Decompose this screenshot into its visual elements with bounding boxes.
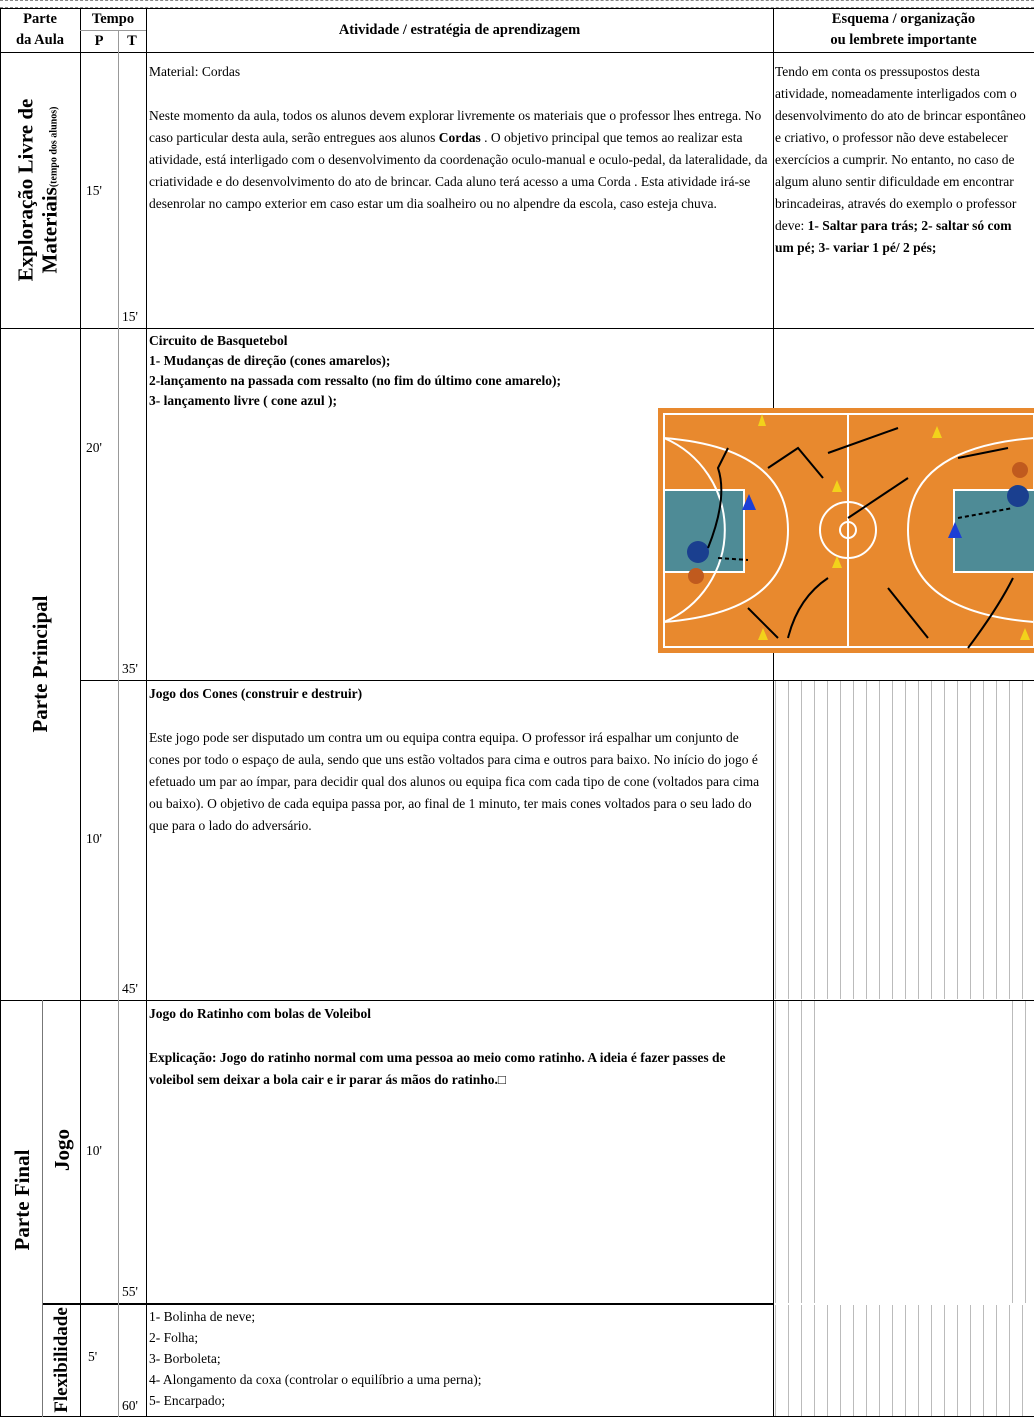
text: Esquema / organização [831, 11, 976, 27]
time-t: 45' [122, 981, 138, 996]
time-p: 10' [86, 831, 102, 846]
activity: Jogo do Ratinho com bolas de Voleibol Exp… [149, 1003, 759, 1091]
text: 1- Mudanças de direção (cones amarelos); [149, 353, 391, 368]
grid [775, 1305, 1034, 1416]
time-p: 20' [86, 440, 102, 455]
text: Explicação: Jogo do ratinho normal com u… [149, 1050, 726, 1087]
text: Este jogo pode ser disputado um contra u… [149, 730, 760, 833]
part-label: Parte Final [10, 1149, 34, 1251]
text: Material: Cordas [149, 64, 241, 79]
time-t: 15' [122, 309, 138, 324]
header-t: T [127, 33, 137, 49]
text: 5- Encarpado; [149, 1393, 226, 1408]
text: Tendo em conta os pressupostos desta ati… [775, 64, 1026, 233]
activity: Circuito de Basquetebol 1- Mudanças de di… [149, 331, 769, 411]
grid [775, 681, 1034, 999]
text: 1- Saltar para trás; 2- saltar só com um… [775, 218, 1012, 255]
text: 3- lançamento livre ( cone azul ); [149, 393, 337, 408]
header-p: P [94, 33, 104, 49]
time-p: 15' [86, 183, 102, 198]
top-strip [0, 0, 1034, 8]
text: Neste momento da aula, todos os alunos d… [149, 108, 762, 145]
text: Materiais [37, 187, 62, 274]
text: 3- Borboleta; [149, 1351, 221, 1366]
part-label: Exploração Livre de Materiais(tempo dos a… [14, 99, 67, 282]
text: Jogo do Ratinho com bolas de Voleibol [149, 1006, 372, 1021]
text: Exploração Livre de [13, 98, 38, 282]
time-t: 60' [122, 1398, 138, 1413]
text: 4- Alongamento da coxa (controlar o equi… [149, 1372, 482, 1387]
sub-label: Jogo [50, 1129, 74, 1171]
text: Jogo dos Cones (construir e destruir) [149, 686, 363, 701]
text: 1- Bolinha de neve; [149, 1309, 256, 1324]
sub-label: Flexibilidade [51, 1307, 72, 1413]
header-atividade: Atividade / estratégia de aprendizagem [338, 22, 581, 38]
court-diagram [658, 408, 1034, 653]
text: 2-lançamento na passada com ressalto (no… [149, 373, 561, 388]
header-tempo: Tempo [91, 11, 135, 27]
activity: 1- Bolinha de neve; 2- Folha; 3- Borboleta… [149, 1306, 769, 1411]
time-p: 5' [88, 1349, 98, 1364]
activity: Material: Cordas Neste momento da aula, … [149, 61, 769, 215]
text: Cordas [438, 130, 481, 145]
header-esquema: Esquema / organização ou lembrete importa… [773, 9, 1034, 51]
text: Parte [23, 11, 57, 27]
grid [775, 1001, 815, 1303]
text: . O objetivo principal que temos ao real… [149, 130, 768, 211]
note: Tendo em conta os pressupostos desta ati… [775, 61, 1033, 259]
activity: Jogo dos Cones (construir e destruir) Est… [149, 683, 769, 837]
text: da Aula [16, 32, 64, 48]
time-p: 10' [86, 1143, 102, 1158]
text: (tempo dos alunos) [48, 106, 60, 188]
grid [1012, 1001, 1034, 1303]
time-t: 35' [122, 661, 138, 676]
time-t: 55' [122, 1284, 138, 1299]
header-parte: Parte da Aula [0, 9, 80, 51]
part-label: Parte Principal [28, 595, 52, 733]
text: 2- Folha; [149, 1330, 199, 1345]
text: Circuito de Basquetebol [149, 333, 288, 348]
text: ou lembrete importante [830, 32, 977, 48]
